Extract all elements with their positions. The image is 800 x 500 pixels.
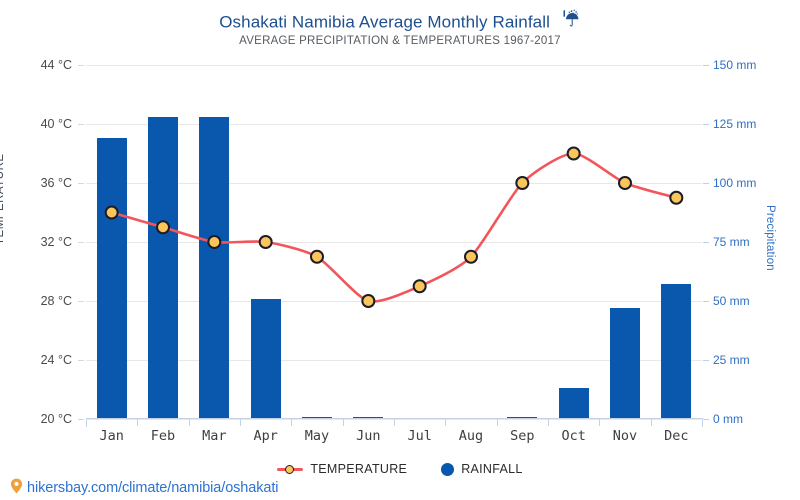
- x-axis-tick: [496, 419, 498, 426]
- rainfall-bar-jun[interactable]: [353, 416, 384, 419]
- x-axis-tick: [599, 419, 601, 426]
- x-axis-tick-label-jun: Jun: [356, 428, 381, 444]
- location-pin-icon: [10, 478, 23, 498]
- x-axis-tick: [445, 419, 447, 426]
- x-axis-tick-label-jan: Jan: [99, 428, 124, 444]
- y-axis-tick-label-left: 36 °C: [40, 176, 72, 190]
- rainfall-bar-mar[interactable]: [199, 116, 230, 419]
- legend-item-temperature[interactable]: TEMPERATURE: [277, 462, 407, 476]
- y-axis-tick-label-right: 150 mm: [713, 58, 757, 72]
- x-axis-tick: [291, 419, 293, 426]
- rainfall-bar-feb[interactable]: [148, 116, 178, 419]
- y-axis-tick-label-right: 25 mm: [713, 353, 750, 367]
- source-link[interactable]: hikersbay.com/climate/namibia/oshakati: [10, 478, 279, 498]
- x-axis-tick: [342, 419, 344, 426]
- x-axis-cap-left: [86, 420, 87, 427]
- y-axis-tick-label-right: 125 mm: [713, 117, 757, 131]
- y-axis-tick-right: [703, 360, 709, 361]
- x-axis-tick-label-oct: Oct: [561, 428, 586, 444]
- x-axis-tick-label-apr: Apr: [253, 428, 278, 444]
- y-axis-tick-label-right: 100 mm: [713, 176, 757, 190]
- x-axis-tick-label-mar: Mar: [202, 428, 227, 444]
- chart-legend: TEMPERATURE RAINFALL: [0, 462, 800, 476]
- y-axis-tick-left: [78, 183, 84, 184]
- rainfall-bar-oct[interactable]: [558, 388, 589, 419]
- x-axis-tick-label-may: May: [304, 428, 330, 444]
- x-axis-tick: [240, 419, 241, 426]
- y-axis-tick-left: [78, 419, 84, 420]
- plot-area: [86, 65, 702, 420]
- y-axis-tick-left: [78, 65, 84, 66]
- y-axis-tick-left: [78, 242, 84, 243]
- x-axis-tick: [548, 419, 549, 426]
- x-axis-cap-right: [702, 420, 703, 427]
- x-axis-tick: [394, 419, 395, 426]
- x-axis-tick: [188, 419, 190, 426]
- y-axis-tick-right: [703, 242, 709, 243]
- y-axis-tick-label-left: 32 °C: [40, 235, 72, 249]
- x-axis-tick-label-dec: Dec: [664, 428, 689, 444]
- rainfall-dot-icon: [441, 462, 455, 476]
- y-axis-tick-left: [78, 301, 84, 302]
- x-axis-tick: [650, 419, 652, 426]
- x-axis-tick-label-sep: Sep: [510, 428, 535, 444]
- y-axis-tick-left: [78, 360, 84, 361]
- x-axis-line: [86, 418, 703, 419]
- gridline: [86, 360, 702, 361]
- legend-label-temperature: TEMPERATURE: [310, 462, 408, 476]
- y-axis-tick-label-left: 40 °C: [40, 117, 72, 131]
- rainfall-bar-dec[interactable]: [661, 284, 692, 419]
- gridline: [86, 124, 702, 125]
- umbrella-rain-icon: [561, 9, 581, 34]
- y-axis-tick-right: [703, 65, 709, 66]
- rainfall-bar-apr[interactable]: [250, 298, 281, 419]
- temperature-marker-icon: [277, 463, 304, 475]
- x-axis-tick-label-feb: Feb: [150, 428, 176, 444]
- x-axis-tick-label-aug: Aug: [458, 428, 484, 444]
- y-axis-tick-label-left: 44 °C: [40, 58, 72, 72]
- chart-subtitle: AVERAGE PRECIPITATION & TEMPERATURES 196…: [239, 35, 561, 47]
- legend-item-rainfall[interactable]: RAINFALL: [441, 462, 522, 476]
- y-axis-title-temperature: TEMPERATURE: [0, 153, 6, 245]
- y-axis-tick-right: [703, 124, 709, 125]
- source-url-text: hikersbay.com/climate/namibia/oshakati: [27, 480, 279, 496]
- page-title: Oshakati Namibia Average Monthly Rainfal…: [0, 9, 800, 35]
- y-axis-tick-label-right: 50 mm: [713, 294, 750, 308]
- y-axis-tick-label-left: 20 °C: [40, 412, 72, 426]
- y-axis-tick-right: [703, 301, 709, 302]
- gridline: [86, 242, 702, 243]
- x-axis-tick-label-nov: Nov: [612, 428, 638, 444]
- x-axis-tick: [137, 419, 139, 426]
- y-axis-tick-left: [78, 124, 84, 125]
- rainfall-bar-nov[interactable]: [610, 308, 640, 419]
- rainfall-bar-jan[interactable]: [96, 138, 127, 419]
- chart-title-text: Oshakati Namibia Average Monthly Rainfal…: [219, 12, 550, 32]
- y-axis-tick-label-right: 0 mm: [713, 412, 743, 426]
- rainfall-bar-may[interactable]: [302, 416, 332, 419]
- legend-label-rainfall: RAINFALL: [461, 462, 523, 476]
- x-axis-tick-label-jul: Jul: [407, 428, 432, 444]
- y-axis-tick-right: [703, 419, 709, 420]
- gridline: [86, 183, 702, 184]
- y-axis-tick-label-left: 28 °C: [40, 294, 72, 308]
- y-axis-tick-right: [703, 183, 709, 184]
- rainfall-bar-sep[interactable]: [507, 416, 538, 419]
- gridline: [86, 65, 702, 66]
- gridline: [86, 301, 702, 302]
- y-axis-tick-label-left: 24 °C: [40, 353, 72, 367]
- y-axis-tick-label-right: 75 mm: [713, 235, 750, 249]
